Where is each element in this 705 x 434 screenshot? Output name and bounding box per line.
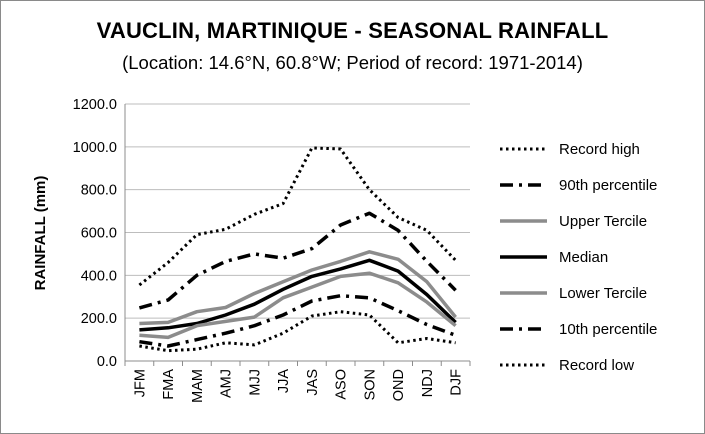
x-tick-label: JJA — [276, 369, 292, 394]
y-tick-label: 1200.0 — [73, 97, 117, 113]
x-tick-label: JAS — [305, 369, 321, 396]
y-tick-label: 1000.0 — [73, 140, 117, 156]
x-tick-label: ASO — [334, 369, 350, 400]
legend-label-10th-percentile: 10th percentile — [559, 321, 657, 338]
chart-subtitle: (Location: 14.6°N, 60.8°W; Period of rec… — [122, 52, 583, 73]
series-line-record-high — [138, 146, 457, 287]
y-tick-label: 600.0 — [81, 226, 117, 242]
y-tick-label: 0.0 — [97, 354, 117, 370]
series-line-10th-percentile — [139, 293, 457, 348]
x-tick-label: DJF — [449, 369, 465, 396]
series-line-lower-tercile — [139, 271, 457, 340]
y-tick-label: 400.0 — [81, 268, 117, 284]
series-line-90th-percentile — [138, 211, 457, 310]
x-tick-label: NDJ — [420, 369, 436, 397]
legend-label-upper-tercile: Upper Tercile — [559, 213, 647, 230]
y-tick-label: 800.0 — [81, 183, 117, 199]
series-line-upper-tercile — [139, 250, 457, 326]
x-tick-label: SON — [362, 369, 378, 400]
x-tick-label: FMA — [161, 369, 177, 400]
x-tick-label: JFM — [132, 369, 148, 397]
series-layer — [138, 146, 457, 353]
legend-label-lower-tercile: Lower Tercile — [559, 285, 647, 302]
x-tick-label: MAM — [190, 369, 206, 403]
legend-label-median: Median — [559, 249, 608, 266]
legend-label-record-low: Record low — [559, 357, 634, 374]
legend-label-90th-percentile: 90th percentile — [559, 177, 657, 194]
series-line-record-low — [139, 310, 456, 353]
chart-title: VAUCLIN, MARTINIQUE - SEASONAL RAINFALL — [96, 18, 609, 43]
y-tick-label: 200.0 — [81, 311, 117, 327]
x-tick-label: OND — [391, 369, 407, 401]
legend-label-record-high: Record high — [559, 141, 640, 158]
x-tick-label: MJJ — [247, 369, 263, 396]
x-tick-label: AMJ — [219, 369, 235, 398]
y-axis-label: RAINFALL (mm) — [32, 176, 49, 291]
series-line-median — [139, 258, 457, 332]
axis-layer: 0.0 200.0 400.0 600.0 800.0 1000.0 1200.0 JFM FM… — [73, 97, 471, 403]
legend: Record high 90th percentile Upper Tercile M… — [500, 141, 657, 374]
